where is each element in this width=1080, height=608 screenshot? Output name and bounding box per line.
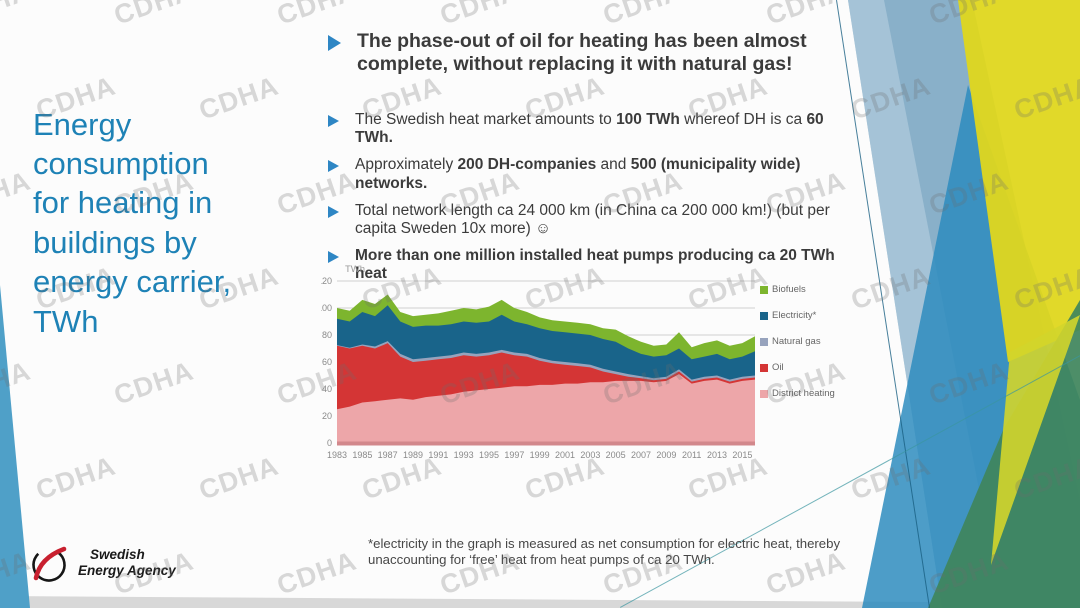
legend-label: Electricity* xyxy=(772,310,817,321)
bullet-item: Total network length ca 24 000 km (in Ch… xyxy=(326,202,848,238)
svg-text:1987: 1987 xyxy=(378,450,398,460)
svg-text:1985: 1985 xyxy=(352,450,372,460)
logo-text: Swedish Energy Agency xyxy=(78,547,176,579)
svg-text:0: 0 xyxy=(327,438,332,448)
legend-item: Natural gas xyxy=(760,336,835,347)
watermark-text: CDHA xyxy=(110,355,198,411)
svg-text:1995: 1995 xyxy=(479,450,499,460)
bullet-triangle-icon xyxy=(328,250,339,263)
bullet-text: Total network length ca 24 000 km (in Ch… xyxy=(355,201,830,237)
watermark-text: CDHA xyxy=(925,355,1013,411)
svg-text:2003: 2003 xyxy=(580,450,600,460)
svg-text:120: 120 xyxy=(321,276,332,286)
watermark-text: CDHA xyxy=(1010,260,1080,316)
legend-item: Biofuels xyxy=(760,284,835,295)
watermark-text: CDHA xyxy=(1010,70,1080,126)
watermark-text: CDHA xyxy=(273,545,361,601)
svg-text:20: 20 xyxy=(322,411,332,421)
watermark-text: CDHA xyxy=(847,70,935,126)
watermark-text: CDHA xyxy=(436,0,524,31)
bullet-triangle-icon xyxy=(328,115,339,128)
svg-text:80: 80 xyxy=(322,330,332,340)
svg-text:1997: 1997 xyxy=(504,450,524,460)
svg-text:60: 60 xyxy=(322,357,332,367)
legend-item: Oil xyxy=(760,362,835,373)
svg-text:2013: 2013 xyxy=(707,450,727,460)
bullet-text: The Swedish heat market amounts to 100 T… xyxy=(355,111,824,147)
legend-item: District heating xyxy=(760,388,835,399)
watermark-text: CDHA xyxy=(925,0,1013,31)
legend-swatch xyxy=(760,285,768,294)
bullet-triangle-icon xyxy=(328,160,339,173)
watermark-text: CDHA xyxy=(1010,450,1080,506)
footnote: *electricity in the graph is measured as… xyxy=(368,536,841,568)
svg-text:2005: 2005 xyxy=(606,450,626,460)
svg-text:TWh: TWh xyxy=(345,264,365,275)
watermark-text: CDHA xyxy=(762,0,850,31)
legend-item: Electricity* xyxy=(760,310,835,321)
watermark-text: CDHA xyxy=(925,165,1013,221)
svg-text:100: 100 xyxy=(321,303,332,313)
legend-swatch xyxy=(760,311,768,320)
svg-text:1989: 1989 xyxy=(403,450,423,460)
svg-text:1993: 1993 xyxy=(454,450,474,460)
legend-swatch xyxy=(760,363,768,372)
legend-swatch xyxy=(760,389,768,398)
svg-text:2015: 2015 xyxy=(732,450,752,460)
watermark-text: CDHA xyxy=(0,165,35,221)
watermark-text: CDHA xyxy=(110,0,198,31)
watermark-text: CDHA xyxy=(0,0,35,31)
bullet-item: Approximately 200 DH-companies and 500 (… xyxy=(326,156,848,192)
watermark-text: CDHA xyxy=(273,0,361,31)
bullet-text: Approximately 200 DH-companies and 500 (… xyxy=(355,156,801,192)
legend-label: Natural gas xyxy=(772,336,821,347)
bullet-triangle-icon xyxy=(328,35,341,51)
svg-text:1999: 1999 xyxy=(530,450,550,460)
bullet-text: The phase-out of oil for heating has bee… xyxy=(357,30,807,75)
watermark-text: CDHA xyxy=(0,355,35,411)
legend-swatch xyxy=(760,337,768,346)
watermark-text: CDHA xyxy=(925,545,1013,601)
svg-text:2011: 2011 xyxy=(682,450,701,460)
watermark-text: CDHA xyxy=(599,0,687,31)
svg-text:2007: 2007 xyxy=(631,450,651,460)
svg-text:2009: 2009 xyxy=(656,450,676,460)
svg-text:1991: 1991 xyxy=(428,450,448,460)
bullet-item: More than one million installed heat pum… xyxy=(326,247,848,283)
legend-label: Biofuels xyxy=(772,284,806,295)
svg-text:2001: 2001 xyxy=(555,450,575,460)
bullet-item: The phase-out of oil for heating has bee… xyxy=(326,30,848,75)
watermark-text: CDHA xyxy=(32,450,120,506)
swedish-energy-agency-logo: Swedish Energy Agency xyxy=(28,540,176,586)
page-title: Energy consumption for heating in buildi… xyxy=(33,106,232,339)
watermark-text: CDHA xyxy=(195,450,283,506)
bullet-item: The Swedish heat market amounts to 100 T… xyxy=(326,111,848,147)
svg-text:1983: 1983 xyxy=(327,450,347,460)
bullet-list: The phase-out of oil for heating has bee… xyxy=(326,30,848,292)
legend-label: Oil xyxy=(772,362,784,373)
legend-label: District heating xyxy=(772,388,835,399)
chart-plot-area: 0 20 40 60 80 100 120 1983 1985 1987 1989 1991 1993 1… xyxy=(321,264,755,460)
bullet-triangle-icon xyxy=(328,205,339,218)
bullet-text: More than one million installed heat pum… xyxy=(355,246,835,283)
svg-text:40: 40 xyxy=(322,384,332,394)
chart-legend: Biofuels Electricity* Natural gas Oil Distri… xyxy=(760,284,835,414)
logo-line-2: Energy Agency xyxy=(78,563,176,578)
stacked-area-chart: 0 20 40 60 80 100 120 1983 1985 1987 1989 1991 1993 1… xyxy=(321,261,866,476)
logo-line-1: Swedish xyxy=(90,546,145,562)
logo-mark-icon xyxy=(32,546,67,582)
